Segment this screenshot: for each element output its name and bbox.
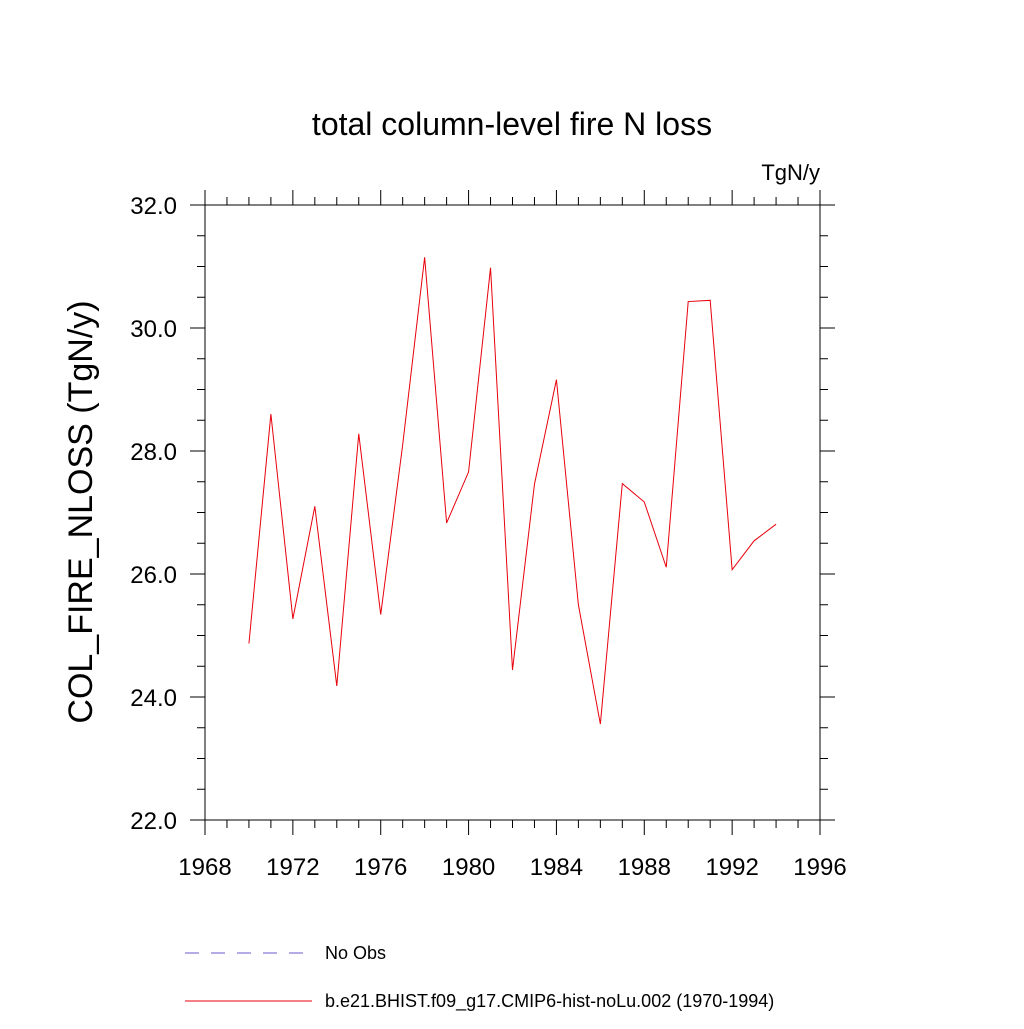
legend-label: No Obs <box>325 943 386 963</box>
x-tick-label: 1972 <box>266 854 319 881</box>
x-tick-label: 1980 <box>442 854 495 881</box>
axis-ticks: 1968 1972 1976 1980 1984 1988 1992 1996 22.0 24.0… <box>130 190 847 881</box>
y-tick-label: 26.0 <box>130 562 177 589</box>
x-tick-label: 1968 <box>178 854 231 881</box>
legend: No Obs b.e21.BHIST.f09_g17.CMIP6-hist-noL… <box>185 943 774 1012</box>
y-tick-label: 24.0 <box>130 685 177 712</box>
x-tick-label: 1996 <box>793 854 846 881</box>
x-tick-label: 1992 <box>705 854 758 881</box>
series-line <box>248 257 777 725</box>
y-tick-label: 22.0 <box>130 808 177 835</box>
legend-label: b.e21.BHIST.f09_g17.CMIP6-hist-noLu.002 … <box>325 991 774 1012</box>
y-tick-label: 32.0 <box>130 193 177 220</box>
chart-title: total column-level fire N loss <box>312 106 712 142</box>
x-tick-label: 1984 <box>530 854 583 881</box>
series-layer <box>248 257 777 725</box>
y-tick-label: 30.0 <box>130 316 177 343</box>
x-tick-label: 1976 <box>354 854 407 881</box>
units-label: TgN/y <box>761 160 820 185</box>
y-tick-label: 28.0 <box>130 439 177 466</box>
y-axis-label: COL_FIRE_NLOSS (TgN/y) <box>62 300 100 723</box>
x-tick-label: 1988 <box>618 854 671 881</box>
